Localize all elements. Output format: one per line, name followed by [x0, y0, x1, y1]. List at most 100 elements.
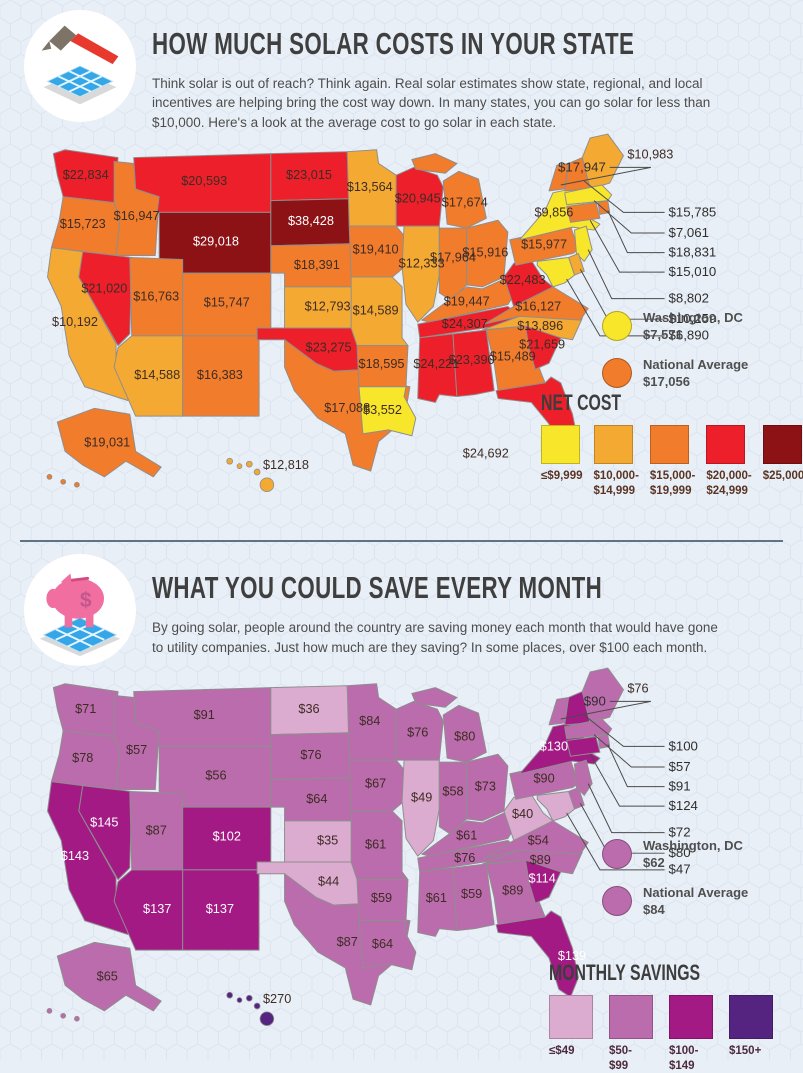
legend-swatch: [706, 425, 746, 465]
state-value-label-TN: $24,307: [442, 316, 488, 331]
state-value-label-PA: $90: [533, 771, 554, 786]
state-CT: [566, 736, 601, 758]
national-average-value: $84: [643, 901, 665, 917]
state-HI-island: [226, 992, 234, 999]
legend-range-label: ≤$9,999: [541, 470, 583, 483]
national-average-label: National Average: [643, 885, 749, 901]
state-value-label-CA: $143: [61, 848, 89, 863]
legend-range-label: $10,000- $14,999: [593, 470, 639, 497]
callout-line-NJ: [587, 249, 665, 300]
state-WI: [395, 167, 444, 227]
state-value-label-HI: $270: [263, 991, 291, 1006]
legend-band-0: ≤$49: [549, 995, 593, 1073]
state-HI-island: [236, 997, 243, 1004]
state-value-label-OR: $78: [72, 750, 93, 765]
state-value-label-LA: $3,552: [363, 403, 402, 418]
monthly-savings-legend: MONTHLY SAVINGS ≤$49 $50- $99 $100- $149 $1…: [549, 960, 789, 1073]
state-value-label-IN: $58: [442, 784, 463, 799]
legend-range-label: $50- $99: [609, 1045, 633, 1072]
state-value-label-AZ: $137: [143, 901, 171, 916]
state-MA: [564, 718, 613, 740]
state-AK-island: [46, 474, 53, 481]
state-value-label-TX: $87: [337, 935, 358, 950]
dc-key-row: Washington, DC $7,571: [602, 310, 777, 344]
state-value-label-SD: $38,428: [288, 213, 334, 228]
state-value-label-TN: $76: [454, 850, 475, 865]
state-value-label-AL: $59: [461, 887, 482, 902]
legend-swatch: [669, 995, 713, 1040]
state-HI-island: [253, 1002, 261, 1010]
state-MA: [564, 184, 613, 206]
state-MD: [536, 791, 575, 822]
legend-swatch: [729, 995, 773, 1040]
state-value-label-AL: $23,390: [449, 353, 495, 368]
section1-header: HOW MUCH SOLAR COSTS IN YOUR STATE Think…: [0, 0, 803, 132]
state-NV: [78, 251, 133, 347]
state-value-label-AR: $59: [371, 890, 392, 905]
callout-value-label-VT: $17,947: [558, 160, 606, 175]
callout-line-VT: [560, 701, 651, 720]
callout-value-label-MD: $6,890: [669, 328, 709, 343]
state-value-label-MN: $84: [359, 713, 380, 728]
callout-line-NH: [583, 715, 665, 748]
callout-value-label-DE: $10,259: [669, 311, 717, 326]
state-IL: [401, 225, 440, 323]
state-value-label-GA: $15,489: [490, 349, 536, 364]
state-NM: [182, 869, 260, 951]
callout-value-label-DE: $80: [669, 845, 691, 860]
callout-line-MD: [566, 279, 665, 337]
state-MO: [350, 276, 409, 347]
state-value-label-OR: $15,723: [60, 216, 106, 231]
savings-map-key: Washington, DC $62 National Average $84: [602, 838, 777, 932]
legend-swatch: [762, 425, 802, 465]
state-value-label-AK: $19,031: [84, 435, 130, 450]
state-value-label-OH: $15,916: [462, 245, 508, 260]
state-LA: [358, 920, 417, 971]
savings-choropleth-svg: $71 $78 $143 $145 $57 $91 $56 $87 $102 $137 $137 $3…: [46, 667, 698, 1027]
callout-line-MA: [593, 734, 665, 768]
state-value-label-WV: $40: [512, 806, 533, 821]
legend-band-2: $100- $149: [669, 995, 713, 1073]
state-RI: [597, 200, 611, 216]
callout-value-label-NJ: $72: [669, 825, 691, 840]
callout-value-label-NH: $100: [669, 739, 698, 754]
state-value-label-MT: $20,593: [181, 173, 227, 188]
state-value-label-MI: $80: [454, 729, 475, 744]
state-value-label-SC: $114: [528, 871, 555, 886]
callout-value-label-VT: $90: [584, 694, 606, 709]
legend-range-label: $150+: [729, 1045, 762, 1058]
legend-range-label: $15,000- $19,999: [649, 470, 696, 497]
state-value-label-IA: $19,410: [353, 242, 399, 257]
state-NM: [182, 335, 260, 417]
legend-band-1: $10,000- $14,999: [593, 425, 639, 498]
legend-band-1: $50- $99: [609, 995, 653, 1073]
legend-band-3: $150+: [729, 995, 773, 1073]
state-value-label-WV: $22,483: [500, 272, 546, 287]
state-value-label-AR: $18,595: [359, 356, 405, 371]
section2-description: By going solar, people around the countr…: [152, 620, 718, 655]
callout-line-NJ: [587, 783, 665, 834]
state-value-label-UT: $16,763: [133, 289, 179, 304]
legend-swatch: [549, 995, 593, 1040]
state-value-label-KY: $19,447: [444, 294, 490, 309]
callout-line-RI: [607, 210, 665, 254]
state-value-label-OK: $44: [318, 874, 339, 889]
state-value-label-ID: $16,947: [114, 209, 160, 224]
monthly-savings-map: $71 $78 $143 $145 $57 $91 $56 $87 $102 $137 $137 $3…: [24, 666, 799, 1072]
cost-map-key: Washington, DC $7,571 National Average $…: [602, 310, 777, 404]
state-value-label-MN: $13,564: [347, 179, 393, 194]
piggy-bank-solar-panel-icon: $: [24, 554, 136, 667]
national-average-label: National Average: [643, 357, 749, 373]
callout-line-NH: [583, 181, 665, 214]
net-cost-legend-swatches: ≤$9,999 $10,000- $14,999 $15,000- $19,999 $…: [541, 425, 803, 498]
state-FL: [495, 910, 579, 998]
net-cost-legend: NET COST ≤$9,999 $10,000- $14,999 $15,000-…: [541, 390, 803, 498]
state-value-label-ME: $76: [627, 681, 648, 696]
legend-band-3: $20,000- $24,999: [706, 425, 752, 498]
state-value-label-OK: $23,275: [306, 340, 352, 355]
state-value-label-ND: $23,015: [286, 167, 332, 182]
svg-text:$: $: [80, 589, 92, 612]
legend-swatch: [541, 425, 580, 465]
state-value-label-ID: $57: [126, 743, 147, 758]
state-value-label-GA: $89: [502, 883, 523, 898]
